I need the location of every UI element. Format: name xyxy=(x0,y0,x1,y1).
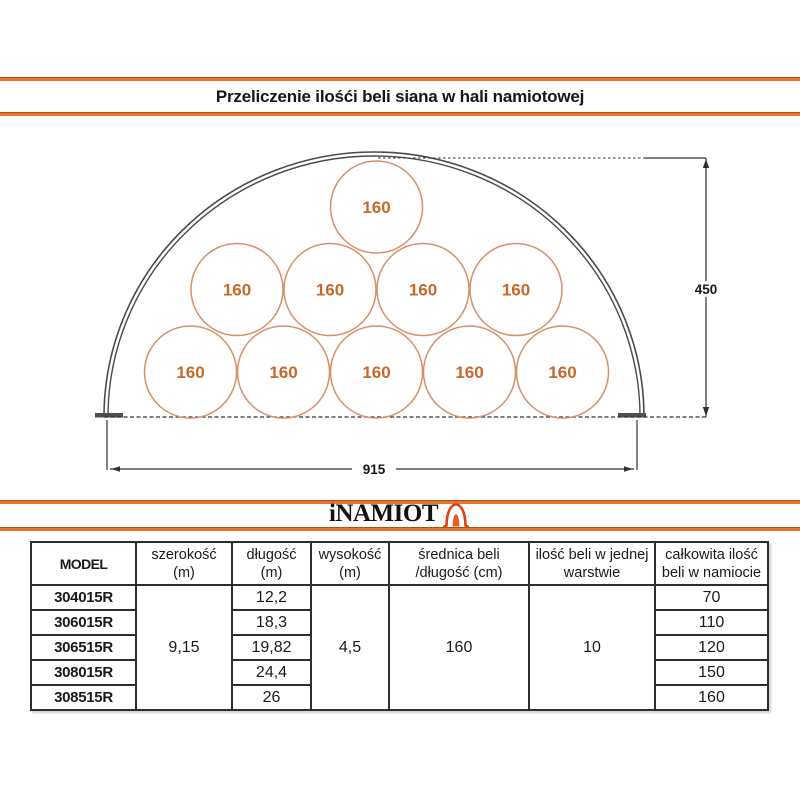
page-title: Przeliczenie ilośći beli siana w hali na… xyxy=(215,87,585,106)
arrow-right-icon xyxy=(624,466,633,472)
table-body: 304015R 9,15 12,2 4,5 160 10 70 306015R 18,3 110 3… xyxy=(30,584,769,711)
bale-label: 160 xyxy=(455,363,483,382)
table-header-cell: średnica beli/długość (cm) xyxy=(388,541,530,586)
table-header-cell: ilość beli w jednej warstwie xyxy=(528,541,656,586)
dlugosc-cell: 12,2 xyxy=(231,584,312,611)
height-label-mask xyxy=(687,281,725,297)
bale-circle xyxy=(283,242,377,337)
bale-label: 160 xyxy=(176,363,204,382)
bale-stack: 160 160 160 160 160 160 160 160 160 160 xyxy=(143,160,610,419)
model-cell: 308515R xyxy=(30,684,137,711)
spec-table: MODEL szerokość (m) długość (m) wysokość (m) śr… xyxy=(30,541,769,711)
bale-circle xyxy=(143,325,238,419)
tent-arch-outer xyxy=(103,151,645,418)
calkowita-cell: 110 xyxy=(654,609,769,636)
logo-top-divider xyxy=(0,500,800,504)
arrow-up-icon xyxy=(702,159,710,168)
table-header-cell: całkowita ilość beli w namiocie xyxy=(654,541,769,586)
srednica-cell: 160 xyxy=(388,584,530,711)
bale-circle xyxy=(329,325,424,419)
szerokosc-cell: 9,15 xyxy=(135,584,233,711)
model-cell: 304015R xyxy=(30,584,137,611)
ilosc-warstwa-cell: 10 xyxy=(528,584,656,711)
bale-circle xyxy=(515,325,610,419)
logo-bottom-divider xyxy=(0,527,800,531)
arrow-left-icon xyxy=(111,466,120,472)
bale-circle xyxy=(422,325,517,419)
bale-circle xyxy=(469,242,563,337)
calkowita-cell: 70 xyxy=(654,584,769,611)
width-dimension-label: 915 xyxy=(363,462,386,477)
bale-label: 160 xyxy=(502,281,530,300)
tent-arch-inner xyxy=(107,155,641,418)
tent-foot-left xyxy=(95,413,123,418)
title-top-divider xyxy=(0,77,800,81)
table-header-cell: MODEL xyxy=(30,541,137,586)
tent-foot-right xyxy=(618,413,646,418)
dlugosc-cell: 19,82 xyxy=(231,634,312,661)
bale-label: 160 xyxy=(223,281,251,300)
dlugosc-cell: 26 xyxy=(231,684,312,711)
bale-circle xyxy=(190,242,284,337)
table-header-cell: szerokość (m) xyxy=(135,541,233,586)
wysokosc-cell: 4,5 xyxy=(310,584,390,711)
calkowita-cell: 160 xyxy=(654,684,769,711)
table-header-cell: długość (m) xyxy=(231,541,312,586)
bale-label: 160 xyxy=(362,363,390,382)
table-row: 306015R 18,3 110 xyxy=(30,609,769,636)
model-cell: 306015R xyxy=(30,609,137,636)
table-row: 308015R 24,4 150 xyxy=(30,659,769,686)
bale-label: 160 xyxy=(269,363,297,382)
title-bottom-divider xyxy=(0,112,800,116)
width-label-mask xyxy=(352,461,396,477)
bale-label: 160 xyxy=(409,281,437,300)
calkowita-cell: 120 xyxy=(654,634,769,661)
bale-circle xyxy=(376,242,470,337)
dlugosc-cell: 18,3 xyxy=(231,609,312,636)
bale-circle xyxy=(329,160,424,254)
model-cell: 306515R xyxy=(30,634,137,661)
height-dimension-label: 450 xyxy=(695,282,718,297)
table-row: 308515R 26 160 xyxy=(30,684,769,711)
tent-icon xyxy=(442,502,470,528)
logo-text: iNAMIOT xyxy=(329,500,439,527)
arrow-down-icon xyxy=(702,407,710,416)
table-header-row: MODEL szerokość (m) długość (m) wysokość (m) śr… xyxy=(30,541,769,586)
bale-circle xyxy=(236,325,331,419)
table-row: 306515R 19,82 120 xyxy=(30,634,769,661)
logo: iNAMIOT xyxy=(0,500,800,528)
table-header-cell: wysokość (m) xyxy=(310,541,390,586)
bale-label: 160 xyxy=(316,281,344,300)
table-row: 304015R 9,15 12,2 4,5 160 10 70 xyxy=(30,584,769,711)
calkowita-cell: 150 xyxy=(654,659,769,686)
bale-label: 160 xyxy=(362,198,390,217)
bale-label: 160 xyxy=(548,363,576,382)
dlugosc-cell: 24,4 xyxy=(231,659,312,686)
model-cell: 308015R xyxy=(30,659,137,686)
